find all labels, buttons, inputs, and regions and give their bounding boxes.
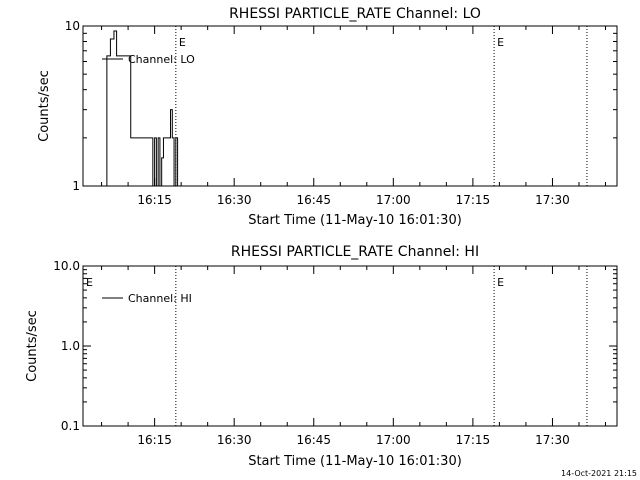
y-tick-label: 1.0 [61, 339, 80, 353]
y-axis-label: Counts/sec [25, 310, 40, 382]
y-tick-label: 0.1 [61, 419, 80, 433]
chart-panel-hi: RHESSI PARTICLE_RATE Channel: HI 16:15 16:… [25, 244, 618, 469]
x-tick-label: 16:30 [217, 193, 252, 207]
y-tick-label: 10 [65, 19, 80, 33]
plot-frame [82, 265, 618, 427]
chart-title: RHESSI PARTICLE_RATE Channel: HI [231, 244, 479, 260]
x-tick-label: 17:00 [376, 193, 411, 207]
x-tick-label: 16:15 [137, 433, 172, 447]
x-tick-label: 17:00 [376, 433, 411, 447]
y-axis-label: Counts/sec [37, 70, 52, 142]
x-tick-label: 17:30 [535, 193, 570, 207]
x-tick-label: 17:30 [535, 433, 570, 447]
event-marker-label: E [497, 36, 504, 49]
legend-label: Channel: HI [128, 292, 192, 305]
x-tick-label: 16:45 [296, 193, 331, 207]
x-tick-label: 16:45 [296, 433, 331, 447]
x-axis-label: Start Time (11-May-10 16:01:30) [248, 213, 462, 228]
series-line [101, 30, 179, 187]
legend-label: Channel: LO [128, 53, 195, 66]
event-marker-label: E [497, 276, 504, 289]
footer-timestamp: 14-Oct-2021 21:15 [561, 469, 637, 478]
y-tick-label: 10.0 [53, 259, 80, 273]
x-tick-label: 17:15 [456, 193, 491, 207]
x-tick-label: 16:30 [217, 433, 252, 447]
x-tick-label: 16:15 [137, 193, 172, 207]
event-marker-label: E [179, 36, 186, 49]
x-tick-label: 17:15 [456, 433, 491, 447]
chart-panel-lo: RHESSI PARTICLE_RATE Channel: LO 16:15 16:… [37, 6, 618, 228]
plot-frame [82, 25, 618, 187]
event-marker-label: E [86, 276, 93, 289]
chart-title: RHESSI PARTICLE_RATE Channel: LO [229, 6, 481, 22]
x-axis-label: Start Time (11-May-10 16:01:30) [248, 454, 462, 469]
y-tick-label: 1 [72, 179, 80, 193]
